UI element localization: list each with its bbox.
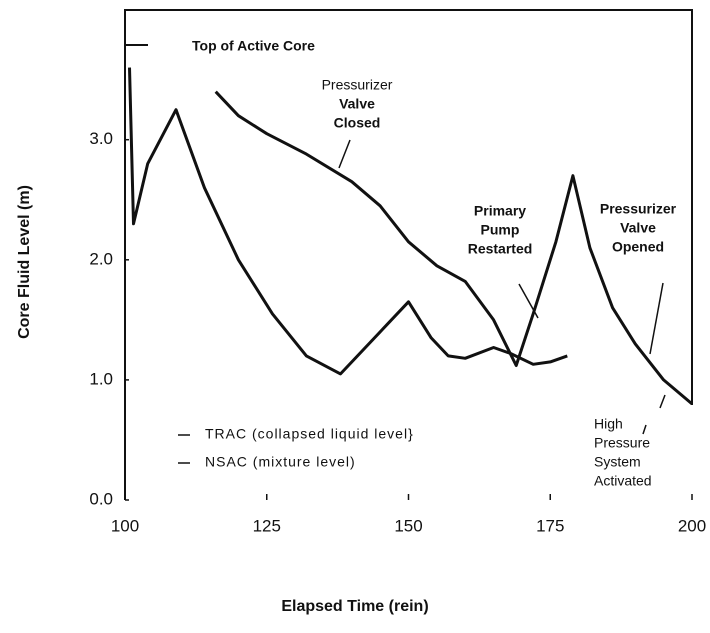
pointer	[518, 283, 539, 319]
x-tick-label: 100	[111, 516, 139, 535]
y-tick-label: 0.0	[89, 489, 113, 508]
y-tick-label: 3.0	[89, 129, 113, 148]
legend-label: TRAC (collapsed liquid level}	[205, 426, 414, 442]
x-tick-label: 150	[394, 516, 422, 535]
pointer	[649, 282, 664, 355]
series-line	[214, 90, 693, 406]
annotation: Closed	[334, 115, 381, 131]
x-tick-label: 175	[536, 516, 564, 535]
frame	[124, 9, 693, 500]
y-tick-label: 1.0	[89, 369, 113, 388]
annotation: Valve	[339, 96, 375, 112]
annotation: Pump	[481, 222, 520, 238]
annotation: Activated	[594, 473, 652, 489]
annotation: High	[594, 416, 623, 432]
annotation: System	[594, 454, 641, 470]
annotation: Pressurizer	[322, 77, 393, 93]
pointer	[338, 139, 351, 169]
x-axis-label: Elapsed Time (rein)	[281, 598, 428, 615]
annotation: Pressurizer	[600, 201, 677, 217]
annotation: Restarted	[468, 241, 533, 257]
pointer	[642, 424, 647, 435]
x-tick-label: 200	[678, 516, 706, 535]
annotation: Primary	[474, 203, 526, 219]
plot-frame	[124, 9, 693, 500]
pointer	[659, 394, 666, 409]
x-tick-label: 125	[253, 516, 281, 535]
y-tick-label: 2.0	[89, 249, 113, 268]
annotation: Valve	[620, 220, 656, 236]
y-axis-label: Core Fluid Level (m)	[16, 185, 33, 339]
annotation: Pressure	[594, 435, 650, 451]
legend-label: NSAC (mixture level)	[205, 454, 356, 470]
annotation: Top of Active Core	[192, 38, 315, 54]
annotation: Opened	[612, 239, 664, 255]
